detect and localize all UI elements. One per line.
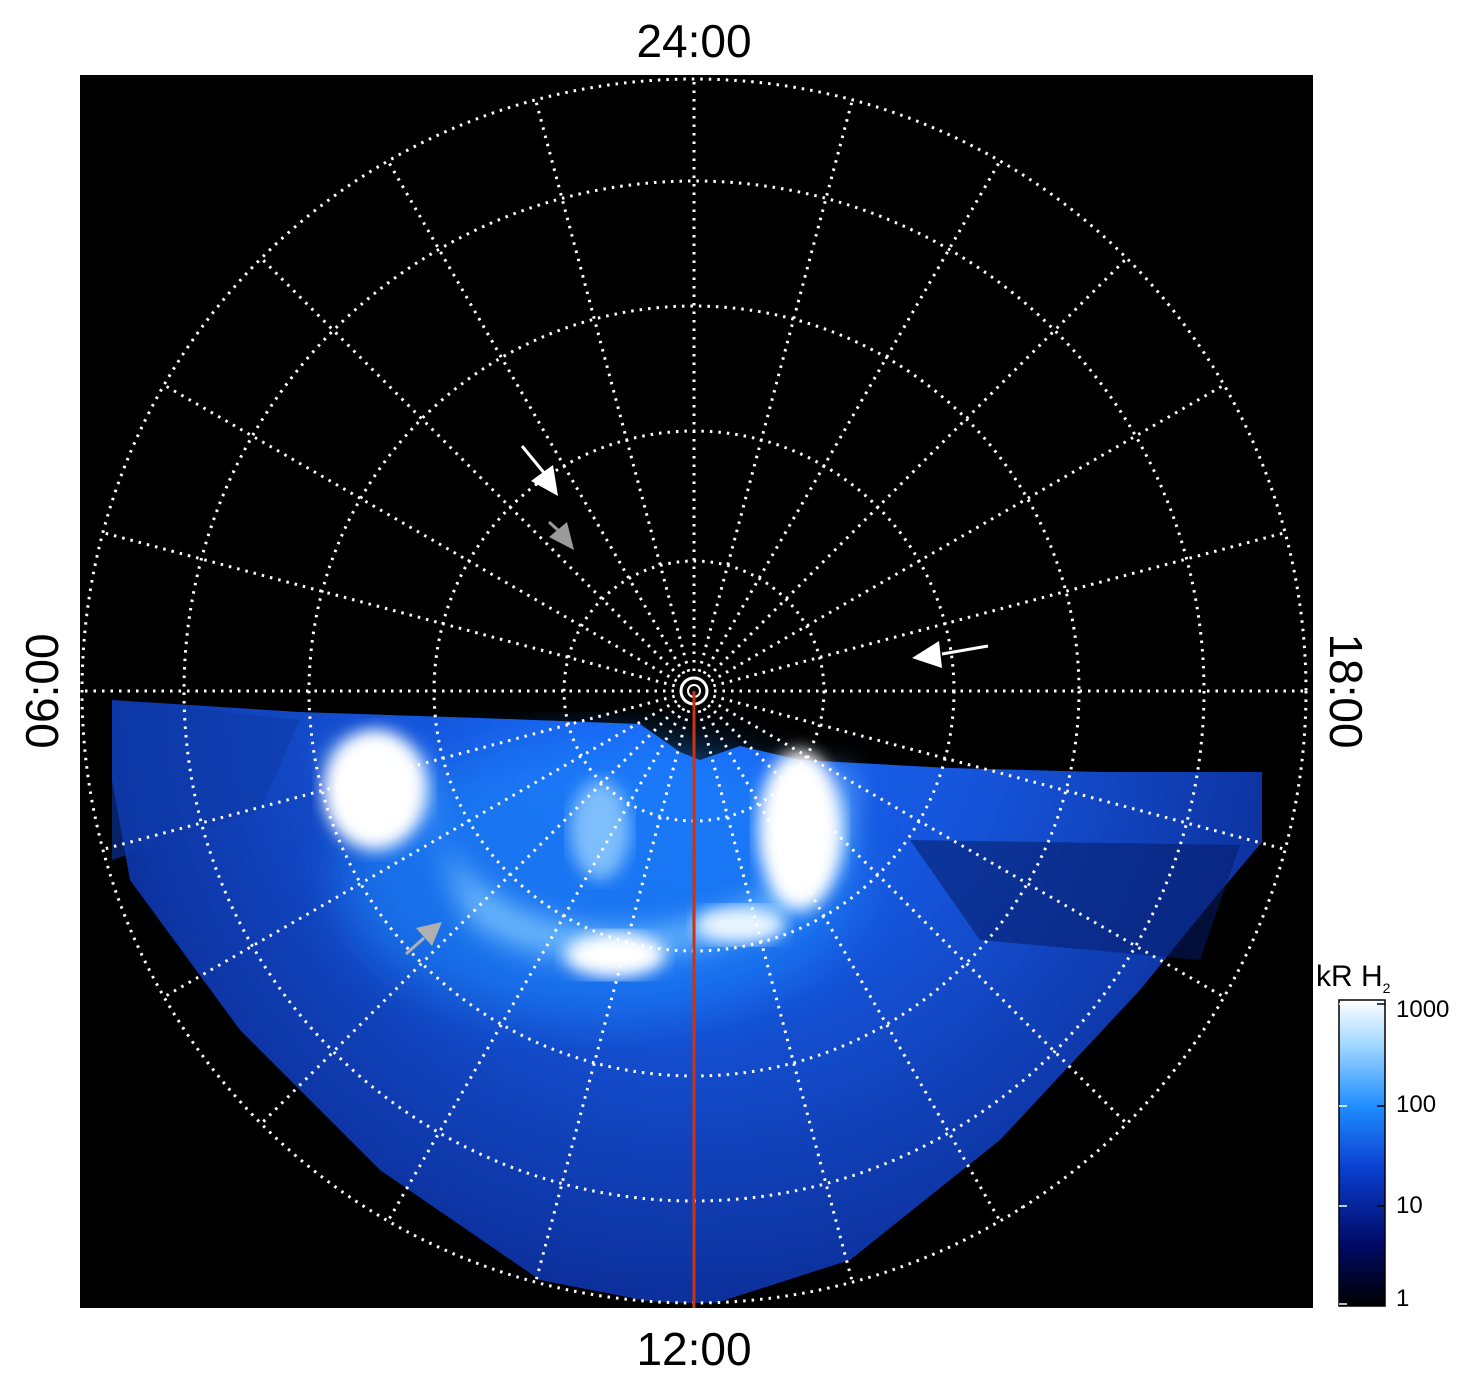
meridian-line-14 <box>386 707 686 1222</box>
meridian-line-3 <box>707 257 1128 678</box>
polar-emission <box>570 780 630 880</box>
gray-arrow-dawn <box>405 922 442 956</box>
dark-band-dusk <box>910 840 1240 960</box>
colorbar-title: kR H2 <box>1316 960 1391 996</box>
colorbar-tick-marks <box>1339 1003 1385 1305</box>
colorbar-tick-label-100: 100 <box>1396 1091 1437 1118</box>
bright-spot-dusk <box>758 750 842 910</box>
meridian-line-17 <box>102 694 676 851</box>
meridian-line-16 <box>163 699 678 999</box>
meridian-line-10 <box>702 707 1002 1222</box>
colorbar <box>1338 999 1386 1307</box>
meridian-line-5 <box>712 531 1286 688</box>
meridian-line-23 <box>534 99 691 673</box>
gray-arrow-upper <box>547 520 574 550</box>
bright-spot-dawn <box>323 730 427 850</box>
meridian-line-4 <box>710 383 1225 683</box>
colorbar-ramp <box>1338 999 1386 1307</box>
meridian-line-11 <box>697 709 854 1283</box>
meridian-line-19 <box>102 531 676 688</box>
local-time-label-12: 12:00 <box>636 1323 752 1375</box>
bright-spot-postnoon <box>695 907 785 943</box>
meridian-line-9 <box>707 704 1128 1125</box>
white-arrow-upper <box>520 445 558 496</box>
meridian-line-20 <box>163 383 678 683</box>
meridian-line-7 <box>712 694 1286 851</box>
emission-region <box>112 700 1262 1303</box>
dawn-noise-region <box>112 700 300 860</box>
bright-spot-noon <box>565 933 665 977</box>
colorbar-tick-label-1000: 1000 <box>1396 996 1450 1023</box>
meridian-line-1 <box>697 99 854 673</box>
local-time-label-24: 24:00 <box>636 15 752 67</box>
meridian-line-15 <box>260 704 681 1125</box>
meridian-line-13 <box>534 709 691 1283</box>
meridian-line-21 <box>260 257 681 678</box>
meridian-line-22 <box>386 160 686 675</box>
meridian-line-2 <box>702 160 1002 675</box>
meridian-line-8 <box>710 699 1225 999</box>
colorbar-tick-label-1: 1 <box>1396 1285 1410 1312</box>
colorbar-tick-label-10: 10 <box>1396 1192 1423 1219</box>
white-arrow-dusk <box>912 641 989 668</box>
